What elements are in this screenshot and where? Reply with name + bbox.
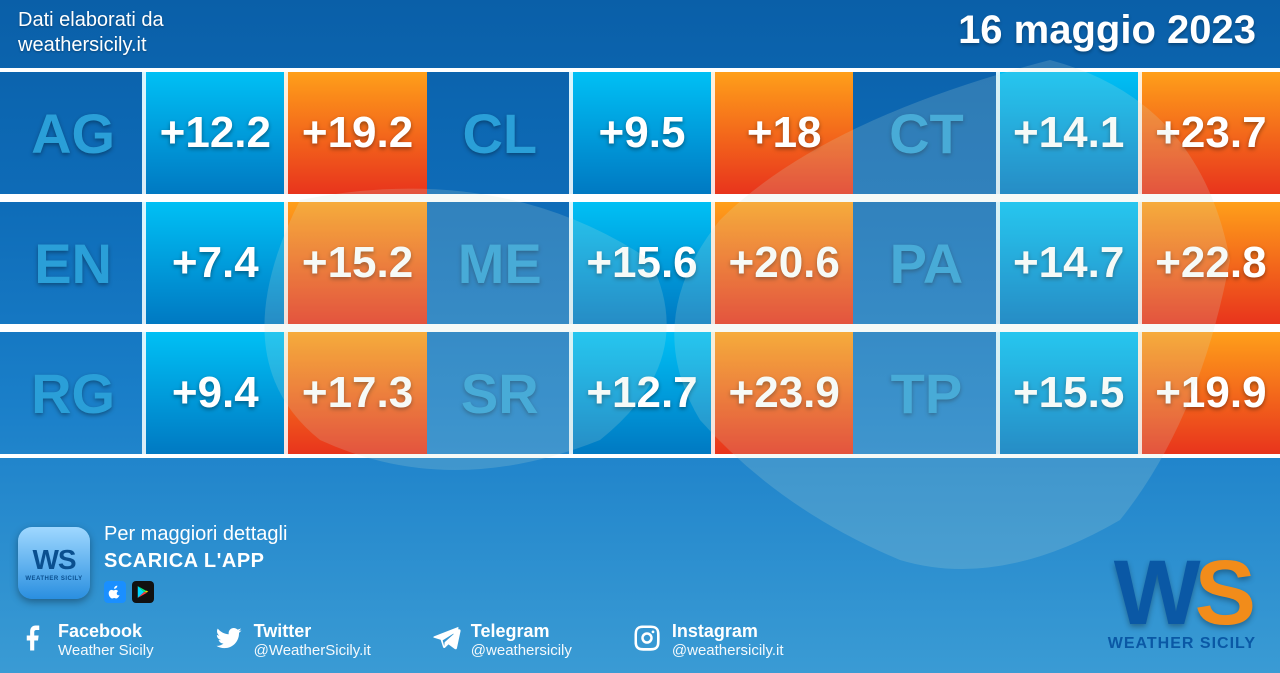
province-code: AG (0, 72, 142, 194)
province-ag: AG+12.2+19.2 (0, 68, 427, 198)
social-handle: @weathersicily.it (672, 642, 784, 659)
store-badges (104, 581, 287, 603)
temp-high: +23.7 (1138, 72, 1280, 194)
date: 16 maggio 2023 (958, 8, 1256, 53)
temp-low: +9.5 (569, 72, 711, 194)
app-promo: WS WEATHER SICILY Per maggiori dettagli … (18, 523, 1262, 603)
facebook-icon (18, 623, 48, 658)
temp-high: +15.2 (284, 202, 426, 324)
appstore-icon[interactable] (104, 581, 126, 603)
temp-high: +19.2 (284, 72, 426, 194)
app-text-line2: SCARICA L'APP (104, 550, 287, 573)
temp-low: +7.4 (142, 202, 284, 324)
attribution: Dati elaborati da weathersicily.it (18, 8, 164, 58)
app-icon-subtitle: WEATHER SICILY (25, 576, 82, 582)
temp-low: +12.2 (142, 72, 284, 194)
social-name: Telegram (471, 621, 572, 642)
temp-low: +9.4 (142, 332, 284, 454)
temp-high: +17.3 (284, 332, 426, 454)
province-code: RG (0, 332, 142, 454)
logo-letter-s: S (1195, 542, 1250, 644)
temp-high: +20.6 (711, 202, 853, 324)
social-handle: Weather Sicily (58, 642, 154, 659)
social-name: Facebook (58, 621, 154, 642)
social-name: Instagram (672, 621, 784, 642)
temp-low: +15.5 (996, 332, 1138, 454)
province-en: EN+7.4+15.2 (0, 198, 427, 328)
social-twitter[interactable]: Twitter@WeatherSicily.it (214, 621, 371, 659)
attribution-line1: Dati elaborati da (18, 8, 164, 33)
temperature-grid: AG+12.2+19.2CL+9.5+18CT+14.1+23.7EN+7.4+… (0, 64, 1280, 458)
social-telegram[interactable]: Telegram@weathersicily (431, 621, 572, 659)
telegram-icon (431, 623, 461, 658)
instagram-icon (632, 623, 662, 658)
header: Dati elaborati da weathersicily.it 16 ma… (0, 0, 1280, 64)
temp-high: +18 (711, 72, 853, 194)
province-cl: CL+9.5+18 (427, 68, 854, 198)
temp-low: +12.7 (569, 332, 711, 454)
social-instagram[interactable]: Instagram@weathersicily.it (632, 621, 784, 659)
social-links: FacebookWeather Sicily Twitter@WeatherSic… (18, 621, 1262, 659)
province-tp: TP+15.5+19.9 (853, 328, 1280, 458)
logo-letter-w: W (1114, 542, 1195, 644)
app-icon-letters: WS (32, 544, 75, 576)
temp-low: +14.1 (996, 72, 1138, 194)
temp-low: +14.7 (996, 202, 1138, 324)
social-handle: @WeatherSicily.it (254, 642, 371, 659)
social-handle: @weathersicily (471, 642, 572, 659)
social-name: Twitter (254, 621, 371, 642)
province-ct: CT+14.1+23.7 (853, 68, 1280, 198)
temp-high: +22.8 (1138, 202, 1280, 324)
province-code: PA (853, 202, 995, 324)
province-me: ME+15.6+20.6 (427, 198, 854, 328)
logo-subtitle: WEATHER SICILY (1108, 635, 1256, 653)
attribution-line2: weathersicily.it (18, 33, 164, 58)
province-code: CT (853, 72, 995, 194)
temp-high: +23.9 (711, 332, 853, 454)
province-code: CL (427, 72, 569, 194)
footer: WS WEATHER SICILY Per maggiori dettagli … (0, 513, 1280, 673)
app-text: Per maggiori dettagli SCARICA L'APP (104, 523, 287, 603)
province-pa: PA+14.7+22.8 (853, 198, 1280, 328)
brand-logo: WS WEATHER SICILY (1108, 552, 1256, 653)
temp-low: +15.6 (569, 202, 711, 324)
province-code: SR (427, 332, 569, 454)
playstore-icon[interactable] (132, 581, 154, 603)
temp-high: +19.9 (1138, 332, 1280, 454)
app-text-line1: Per maggiori dettagli (104, 523, 287, 546)
social-facebook[interactable]: FacebookWeather Sicily (18, 621, 154, 659)
province-rg: RG+9.4+17.3 (0, 328, 427, 458)
province-code: EN (0, 202, 142, 324)
province-code: TP (853, 332, 995, 454)
province-sr: SR+12.7+23.9 (427, 328, 854, 458)
app-icon: WS WEATHER SICILY (18, 527, 90, 599)
twitter-icon (214, 623, 244, 658)
province-code: ME (427, 202, 569, 324)
